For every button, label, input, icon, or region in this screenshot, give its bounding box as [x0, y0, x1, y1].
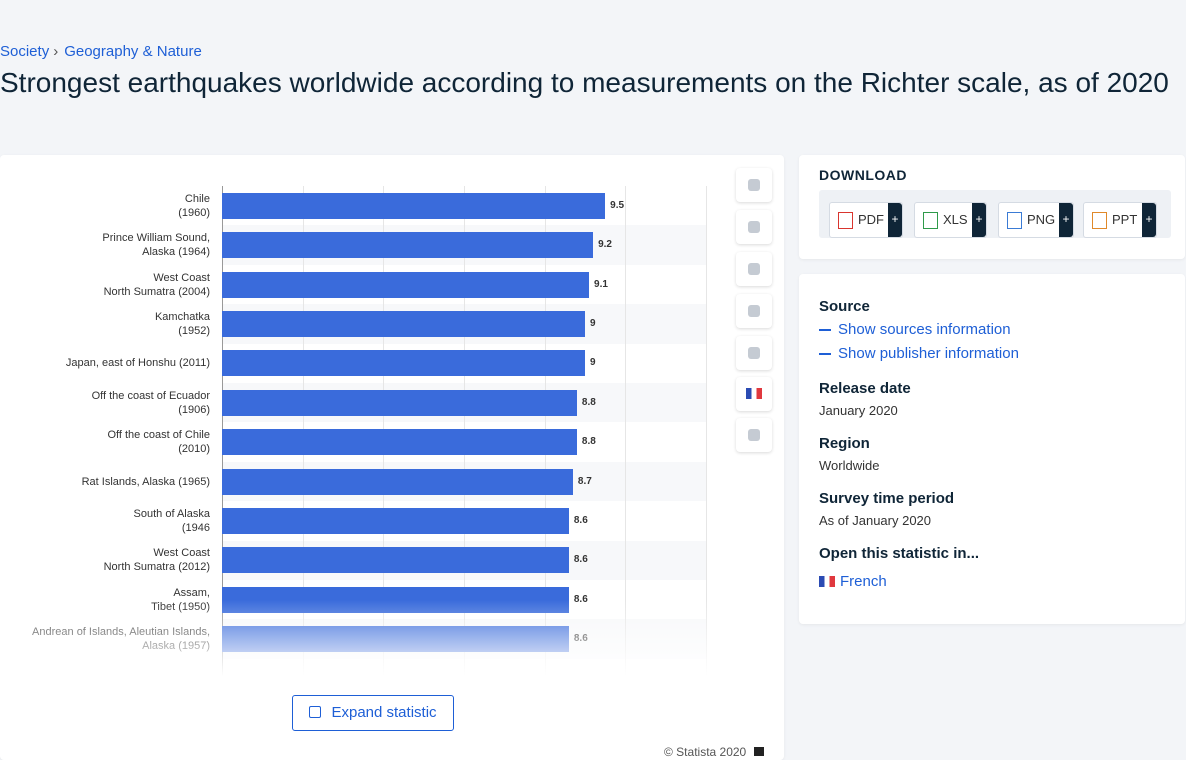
bar[interactable]	[222, 192, 606, 219]
source-link[interactable]: Show sources information	[838, 321, 1011, 338]
tool-button[interactable]	[736, 210, 772, 244]
bar[interactable]	[222, 468, 573, 495]
category-label: Off the coast of Chile (2010)	[107, 429, 210, 456]
value-label: 8.8	[581, 396, 596, 408]
tool-icon	[748, 429, 760, 441]
tool-button[interactable]	[736, 377, 772, 411]
value-label: 9.1	[594, 278, 608, 290]
format-label: PPT	[1112, 212, 1138, 227]
bar[interactable]	[222, 232, 594, 259]
format-label: XLS	[943, 212, 968, 227]
category-label: Japan, east of Honshu (2011)	[65, 357, 210, 370]
download-button[interactable]: XLS +	[914, 202, 987, 238]
category-label: Prince William Sound, Alaska (1964)	[102, 232, 210, 259]
bar[interactable]	[222, 271, 590, 298]
category-label: West Coast North Sumatra (2012)	[103, 547, 210, 574]
field-value: Worldwide	[819, 458, 880, 473]
tool-button[interactable]	[736, 168, 772, 202]
download-button[interactable]: PDF +	[829, 202, 903, 238]
bar[interactable]	[222, 547, 569, 574]
grid-line	[625, 186, 627, 676]
field-label: Region	[819, 435, 870, 452]
bar[interactable]	[222, 310, 585, 337]
crumb-link[interactable]: Geography & Nature	[64, 43, 202, 60]
category-label: Chile (1960)	[178, 192, 210, 219]
file-icon	[838, 212, 853, 229]
category-label: Kamchatka (1952)	[154, 310, 210, 337]
bar[interactable]	[222, 350, 585, 377]
flag-icon	[754, 747, 764, 756]
page-title: Strongest earthquakes worldwide accordin…	[0, 67, 1169, 98]
tool-icon	[748, 347, 760, 359]
flag	[819, 576, 835, 587]
tool-button[interactable]	[736, 336, 772, 370]
details-card	[799, 274, 1185, 624]
tool-icon	[748, 179, 760, 191]
category-label: South of Alaska (1946	[133, 507, 210, 534]
tool-icon	[748, 221, 760, 233]
arrow-icon	[819, 329, 831, 331]
language-link[interactable]: French	[840, 573, 887, 590]
tool-button[interactable]	[736, 418, 772, 452]
source-link[interactable]: Show publisher information	[838, 345, 1019, 362]
tool-icon	[746, 388, 762, 399]
format-label: PNG	[1027, 212, 1056, 227]
expand-button[interactable]: Expand statistic	[292, 695, 454, 731]
bar[interactable]	[222, 507, 569, 534]
heading: Open this statistic in...	[819, 545, 980, 562]
download-button[interactable]: PNG +	[998, 202, 1074, 238]
tool-icon	[748, 305, 760, 317]
field-value: January 2020	[819, 403, 898, 418]
value-label: 9.5	[610, 199, 625, 211]
category-label: Rat Islands, Alaska (1965)	[81, 475, 210, 488]
value-label: 9.2	[598, 239, 612, 251]
more: +	[972, 203, 986, 237]
field-label: Release date	[819, 380, 911, 397]
more: +	[888, 203, 902, 237]
tool-button[interactable]	[736, 294, 772, 328]
copyright: © Statista 2020	[664, 745, 747, 759]
bar[interactable]	[222, 429, 577, 456]
download-title: DOWNLOAD	[819, 167, 907, 183]
grid-line	[706, 186, 707, 676]
more: +	[1142, 203, 1156, 237]
value-label: 8.6	[574, 594, 588, 605]
tool-button[interactable]	[736, 252, 772, 286]
field-label: Survey time period	[819, 490, 955, 507]
value-label: 8.6	[573, 554, 588, 566]
arrow-icon	[819, 353, 831, 355]
file-icon	[1007, 212, 1022, 229]
format-label: PDF	[858, 212, 884, 227]
download-button[interactable]: PPT +	[1083, 202, 1157, 238]
category-label: Off the coast of Ecuador (1906)	[91, 389, 210, 416]
heading: Source	[819, 298, 870, 315]
value-label: 9	[590, 317, 596, 329]
fade	[0, 600, 784, 690]
expand-label: Expand statistic	[331, 704, 437, 721]
value-label: 8.6	[573, 514, 588, 526]
more: +	[1059, 203, 1073, 237]
value-label: 8.7	[577, 475, 592, 487]
value-label: 8.8	[581, 436, 596, 448]
field-value: As of January 2020	[819, 513, 932, 528]
category-label: West Coast North Sumatra (2004)	[103, 271, 210, 298]
file-icon	[923, 212, 938, 229]
value-label: 9	[590, 357, 596, 369]
tool-icon	[748, 263, 760, 275]
file-icon	[1092, 212, 1107, 229]
breadcrumb: Society › Geography & Nature	[0, 43, 202, 60]
bar[interactable]	[222, 389, 577, 416]
crumb-link[interactable]: Society	[0, 43, 50, 60]
